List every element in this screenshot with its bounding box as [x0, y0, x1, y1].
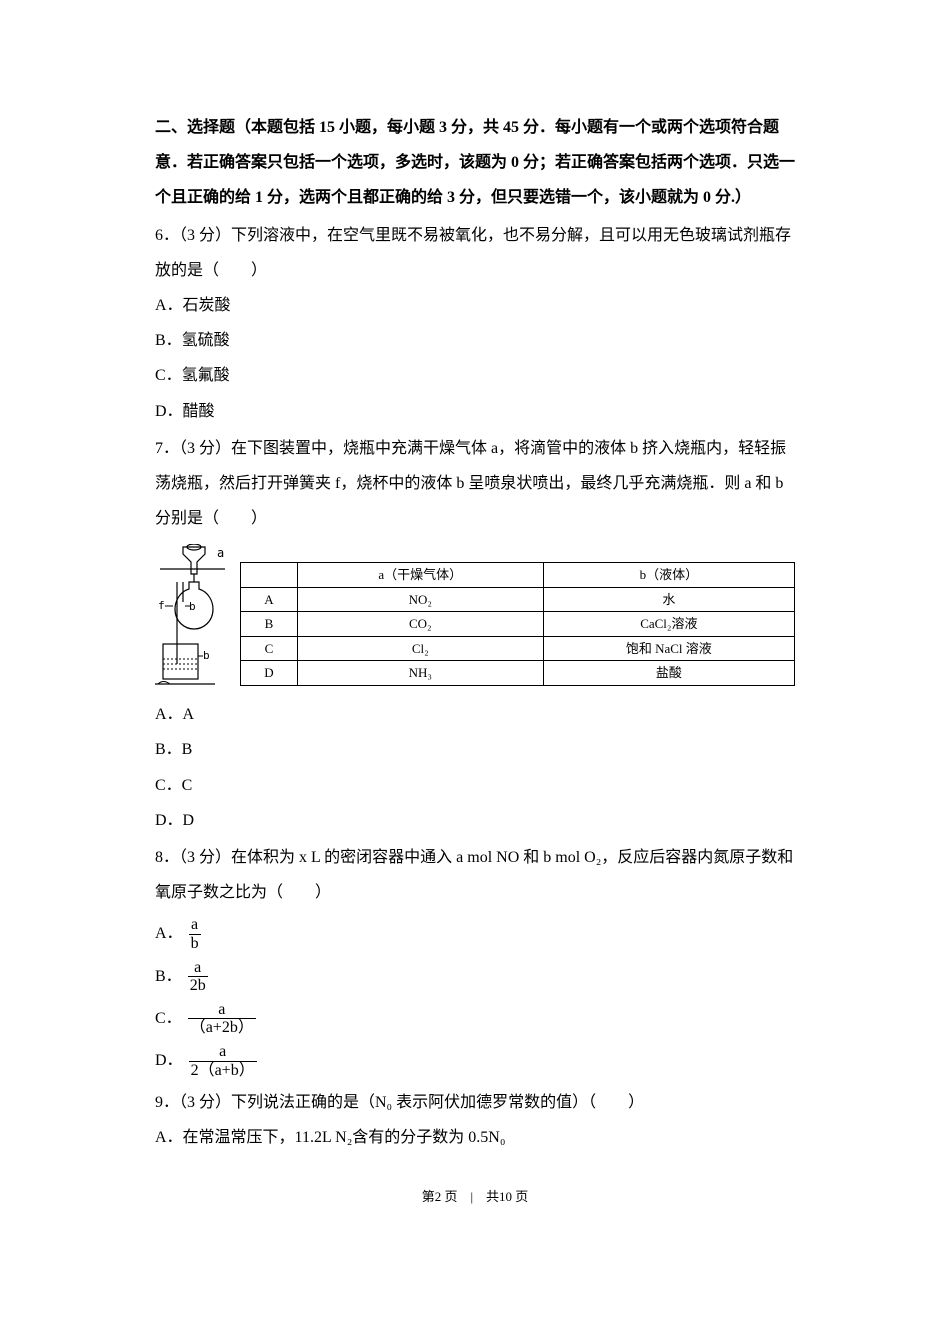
table-row: D NH₃ 盐酸: [241, 661, 795, 686]
q7-stem: 7．（3 分）在下图装置中，烧瓶中充满干燥气体 a，将滴管中的液体 b 挤入烧瓶…: [155, 431, 795, 537]
q8-option-c: C． a （a+2b）: [155, 1001, 795, 1037]
q8-stem: 8．（3 分）在体积为 x L 的密闭容器中通入 a mol NO 和 b mo…: [155, 840, 795, 910]
exam-page: 二、选择题（本题包括 15 小题，每小题 3 分，共 45 分．每小题有一个或两…: [0, 0, 950, 1245]
q6-option-b: B．氢硫酸: [155, 323, 795, 358]
q8-option-a: A． a b: [155, 916, 795, 952]
q8-option-b: B． a 2b: [155, 959, 795, 995]
table-row: A NO₂ 水: [241, 587, 795, 612]
q7-option-d: D．D: [155, 803, 795, 838]
q6-option-a: A．石炭酸: [155, 288, 795, 323]
q6-option-c: C．氢氟酸: [155, 358, 795, 393]
q7-table: a（干燥气体） b（液体） A NO₂ 水 B CO₂ CaCl₂溶液 C Cl…: [240, 562, 795, 686]
page-footer: 第2 页 | 共10 页: [155, 1186, 795, 1205]
fountain-apparatus-diagram: a f b b: [155, 544, 232, 689]
q8-option-d: D． a 2（a+b）: [155, 1043, 795, 1079]
q9-stem: 9．（3 分）下列说法正确的是（N₀ 表示阿伏加德罗常数的值）（ ）: [155, 1085, 795, 1120]
table-row: C Cl₂ 饱和 NaCl 溶液: [241, 636, 795, 661]
q7-header-a: a（干燥气体）: [297, 563, 543, 588]
section-title: 二、选择题（本题包括 15 小题，每小题 3 分，共 45 分．每小题有一个或两…: [155, 110, 795, 216]
q6-stem: 6．（3 分）下列溶液中，在空气里既不易被氧化，也不易分解，且可以用无色玻璃试剂…: [155, 218, 795, 288]
svg-text:f: f: [158, 599, 165, 612]
q7-option-c: C．C: [155, 768, 795, 803]
q7-option-a: A．A: [155, 697, 795, 732]
table-row: B CO₂ CaCl₂溶液: [241, 612, 795, 637]
q7-header-b: b（液体）: [543, 563, 794, 588]
svg-text:a: a: [217, 546, 224, 560]
svg-text:b: b: [203, 649, 210, 662]
q7-option-b: B．B: [155, 732, 795, 767]
q6-option-d: D．醋酸: [155, 394, 795, 429]
q7-diagram-table: a f b b: [155, 544, 795, 689]
q9-option-a: A．在常温常压下，11.2L N₂含有的分子数为 0.5N₀: [155, 1120, 795, 1155]
